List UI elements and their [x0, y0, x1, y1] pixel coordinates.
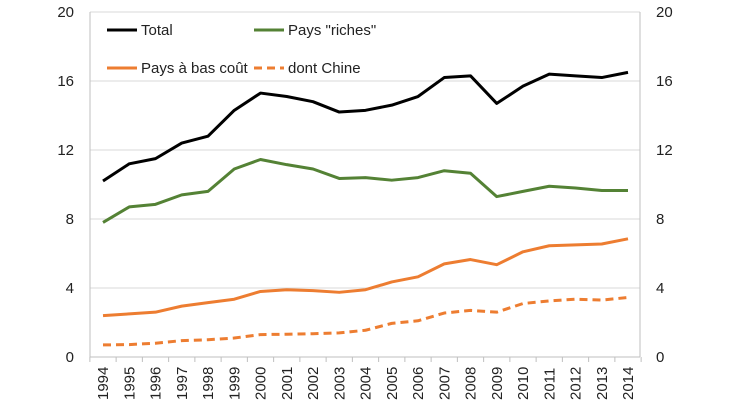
legend-label: Total — [141, 22, 173, 39]
x-tick-label: 1994 — [95, 367, 112, 400]
x-tick-label: 2010 — [515, 367, 532, 400]
y-tick-label: 16 — [57, 73, 74, 90]
series-line-3 — [102, 295, 629, 347]
x-tick-label: 1997 — [174, 367, 191, 400]
y-tick-label: 0 — [66, 349, 74, 366]
x-tick-label: 1998 — [200, 367, 217, 400]
x-tick-label: 1999 — [226, 367, 243, 400]
legend-label: dont Chine — [288, 60, 361, 77]
legend-label: Pays "riches" — [288, 22, 376, 39]
secondary-y-tick-label: 0 — [656, 349, 664, 366]
x-tick-label: 2004 — [358, 367, 375, 400]
series-line-1 — [102, 157, 628, 224]
secondary-y-tick-label: 8 — [656, 211, 664, 228]
secondary-y-tick-label: 20 — [656, 4, 673, 21]
x-tick-label: 2005 — [384, 367, 401, 400]
y-tick-label: 4 — [66, 280, 74, 297]
secondary-y-tick-label: 16 — [656, 73, 673, 90]
y-tick-label: 20 — [57, 4, 74, 21]
x-tick-label: 2001 — [279, 367, 296, 400]
x-tick-label: 2000 — [253, 367, 270, 400]
series-line-2 — [102, 237, 629, 318]
secondary-y-tick-label: 4 — [656, 280, 664, 297]
x-tick-label: 2013 — [594, 367, 611, 400]
x-tick-label: 2002 — [305, 367, 322, 400]
x-tick-label: 2008 — [463, 367, 480, 400]
x-tick-label: 2014 — [620, 367, 637, 400]
x-tick-label: 2012 — [568, 367, 585, 400]
legend-label: Pays à bas coût — [141, 60, 249, 77]
x-tick-label: 2007 — [436, 367, 453, 400]
secondary-y-tick-label: 12 — [656, 142, 673, 159]
series-line-0 — [102, 70, 629, 183]
x-tick-label: 1996 — [148, 367, 165, 400]
x-tick-label: 2006 — [410, 367, 427, 400]
x-tick-label: 2009 — [489, 367, 506, 400]
y-tick-label: 8 — [66, 211, 74, 228]
y-tick-label: 12 — [57, 142, 74, 159]
x-tick-label: 2011 — [541, 368, 558, 400]
x-tick-label: 2003 — [331, 367, 348, 400]
x-tick-label: 1995 — [121, 367, 138, 400]
